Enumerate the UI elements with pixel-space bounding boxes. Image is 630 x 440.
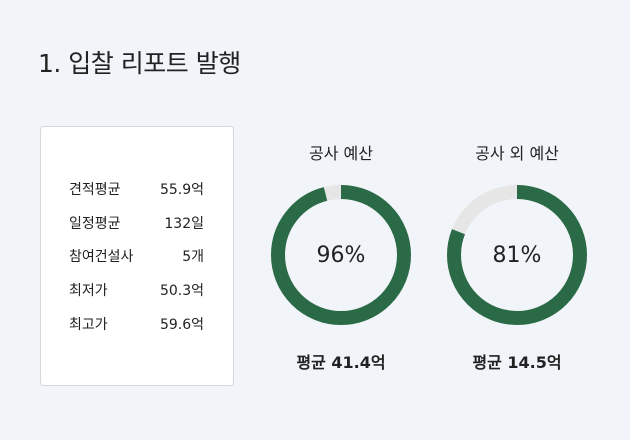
stat-row-highest-price: 최고가 59.6억 [69, 314, 204, 334]
gauge-ring [268, 182, 414, 328]
non-construction-budget-gauge: 공사 외 예산 81% 평균 14.5억 [437, 138, 597, 378]
stat-row-participant-count: 참여건설사 5개 [69, 246, 204, 266]
page-title: 1. 입찰 리포트 발행 [38, 49, 241, 78]
stat-row-schedule-average: 일정평균 132일 [69, 213, 204, 233]
stat-value: 132일 [164, 216, 204, 232]
gauge-fill [271, 185, 411, 325]
gauge-fill [447, 185, 587, 325]
gauge-title: 공사 외 예산 [475, 144, 559, 163]
stat-label: 참여건설사 [69, 249, 134, 265]
stat-label: 최저가 [69, 283, 108, 299]
stat-label: 일정평균 [69, 216, 121, 232]
stat-value: 5개 [182, 249, 204, 265]
gauge-chart [271, 185, 411, 325]
stat-value: 59.6억 [159, 317, 204, 333]
gauge-percent: 96% [316, 242, 366, 268]
gauge-average: 평균 14.5억 [472, 353, 562, 372]
gauge-ring [444, 182, 590, 328]
stat-value: 50.3억 [159, 283, 204, 299]
stat-label: 견적평균 [69, 182, 121, 198]
gauge-average: 평균 41.4억 [296, 353, 386, 372]
summary-stats-card: 견적평균 55.9억 일정평균 132일 참여건설사 5개 최저가 50.3억 … [40, 126, 234, 386]
gauge-percent: 81% [492, 242, 542, 268]
gauge-title: 공사 예산 [309, 144, 373, 163]
stat-row-estimate-average: 견적평균 55.9억 [69, 179, 204, 199]
construction-budget-gauge: 공사 예산 96% 평균 41.4억 [261, 138, 421, 378]
gauge-chart [447, 185, 587, 325]
stat-label: 최고가 [69, 317, 108, 333]
stat-row-lowest-price: 최저가 50.3억 [69, 280, 204, 300]
stat-value: 55.9억 [159, 182, 204, 198]
